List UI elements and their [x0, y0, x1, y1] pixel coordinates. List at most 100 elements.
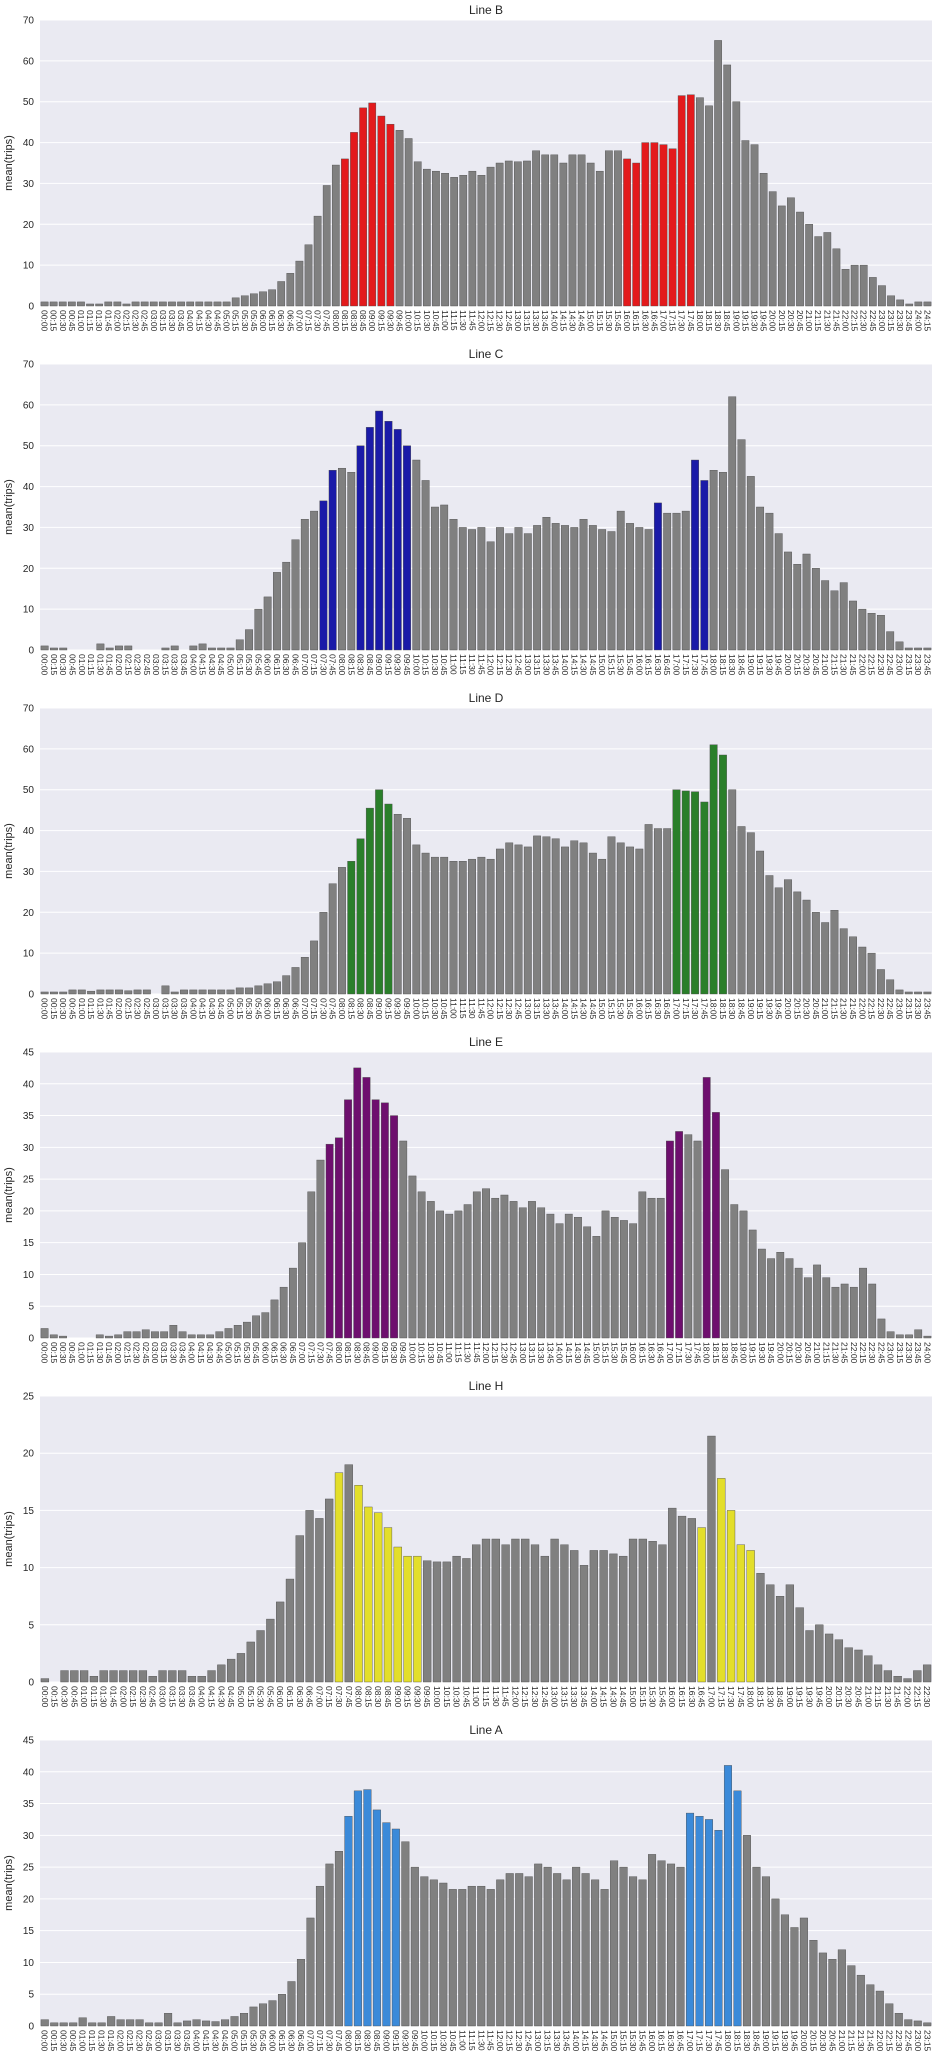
- x-tick-label: 18:00: [695, 310, 705, 332]
- y-tick-label: 5: [28, 1990, 34, 2001]
- x-tick-label: 13:45: [545, 1342, 555, 1364]
- x-tick-label: 11:00: [448, 998, 458, 1019]
- x-tick-label: 22:30: [922, 1686, 932, 1708]
- bar: [726, 1510, 736, 1683]
- bar: [331, 164, 340, 307]
- x-tick-label: 15:00: [597, 654, 607, 676]
- bar: [467, 1885, 476, 2027]
- bar: [588, 525, 597, 651]
- bar: [895, 989, 904, 995]
- bar: [832, 248, 841, 307]
- x-tick-label: 00:30: [59, 2030, 69, 2052]
- x-tick-label: 03:00: [151, 998, 161, 1020]
- bar: [719, 472, 727, 651]
- x-tick-label: 04:00: [188, 654, 198, 676]
- bar: [514, 527, 523, 651]
- x-tick-label: 18:45: [775, 1686, 785, 1708]
- x-tick-label: 07:15: [304, 310, 314, 332]
- bar: [426, 1201, 435, 1339]
- bar: [263, 983, 272, 995]
- bar: [50, 647, 58, 651]
- bar: [501, 1544, 510, 1683]
- x-tick-label: 12:00: [495, 2030, 505, 2052]
- bar: [923, 647, 932, 651]
- bar: [756, 506, 765, 651]
- x-tick-label: 11:15: [458, 998, 468, 1019]
- x-tick-label: 22:30: [876, 998, 886, 1020]
- x-tick-label: 13:45: [551, 654, 561, 676]
- x-tick-label: 19:00: [761, 2030, 771, 2052]
- x-tick-label: 00:45: [67, 1342, 77, 1364]
- bar: [588, 852, 597, 995]
- x-tick-label: 04:30: [207, 654, 217, 676]
- bar: [658, 1544, 667, 1683]
- bar: [328, 883, 337, 995]
- bar: [914, 991, 922, 995]
- x-tick-label: 16:30: [653, 998, 663, 1020]
- y-tick-label: 15: [23, 1506, 35, 1517]
- bar: [468, 170, 477, 307]
- x-tick-label: 17:45: [713, 2030, 723, 2052]
- bar: [799, 1917, 808, 2027]
- x-tick-label: 09:15: [383, 654, 393, 676]
- x-tick-label: 00:45: [68, 654, 78, 676]
- bar: [854, 1649, 863, 1683]
- bar: [49, 1334, 58, 1339]
- bar: [583, 1226, 592, 1339]
- bar: [541, 154, 550, 307]
- x-tick-label: 06:15: [272, 654, 282, 676]
- x-tick-label: 02:30: [133, 654, 143, 676]
- bar: [656, 1197, 665, 1339]
- bar: [170, 991, 179, 995]
- x-tick-label: 12:45: [504, 310, 514, 332]
- bar: [230, 2016, 239, 2027]
- bar: [828, 1959, 837, 2027]
- x-tick-label: 09:30: [385, 310, 395, 332]
- bar: [609, 1553, 618, 1683]
- x-tick-label: 03:30: [170, 998, 180, 1020]
- x-tick-label: 06:30: [286, 2030, 296, 2052]
- bar: [712, 1112, 720, 1339]
- bar: [875, 1990, 884, 2027]
- x-tick-label: 04:15: [198, 654, 208, 676]
- bar: [546, 1213, 555, 1339]
- bar: [886, 1331, 895, 1339]
- x-tick-label: 19:15: [770, 2030, 780, 2052]
- x-tick-label: 01:30: [95, 1342, 105, 1364]
- bar: [107, 2016, 116, 2027]
- bar: [344, 1099, 352, 1339]
- bar: [240, 2013, 249, 2027]
- bar: [404, 138, 413, 307]
- x-tick-label: 06:15: [269, 1342, 279, 1364]
- bar: [532, 150, 540, 307]
- x-tick-label: 02:45: [141, 1342, 151, 1364]
- bar: [287, 1981, 296, 2027]
- x-tick-label: 05:00: [225, 654, 235, 676]
- x-tick-label: 05:00: [236, 1686, 246, 1708]
- bar: [893, 1676, 902, 1683]
- x-tick-label: 02:30: [132, 1342, 142, 1364]
- bar: [463, 1204, 472, 1339]
- bar: [579, 519, 588, 651]
- y-tick-label: 60: [23, 56, 35, 67]
- bar: [277, 1994, 286, 2027]
- x-tick-label: 21:15: [829, 998, 839, 1020]
- bar: [347, 861, 356, 995]
- bar: [841, 269, 850, 307]
- x-tick-label: 21:30: [856, 2030, 866, 2052]
- bar: [675, 1131, 684, 1339]
- bar: [384, 803, 393, 995]
- bar: [393, 429, 402, 651]
- x-tick-label: 00:00: [40, 998, 50, 1020]
- bar: [913, 1670, 922, 1683]
- x-tick-label: 23:45: [913, 1342, 923, 1364]
- bar: [59, 1335, 67, 1339]
- x-tick-label: 19:15: [755, 654, 765, 676]
- bar: [741, 140, 750, 307]
- bar: [319, 912, 328, 995]
- bar: [322, 185, 331, 307]
- x-tick-label: 10:15: [442, 1686, 452, 1708]
- x-tick-label: 21:45: [893, 1686, 903, 1708]
- x-tick-label: 01:45: [105, 998, 115, 1020]
- bar: [477, 175, 486, 307]
